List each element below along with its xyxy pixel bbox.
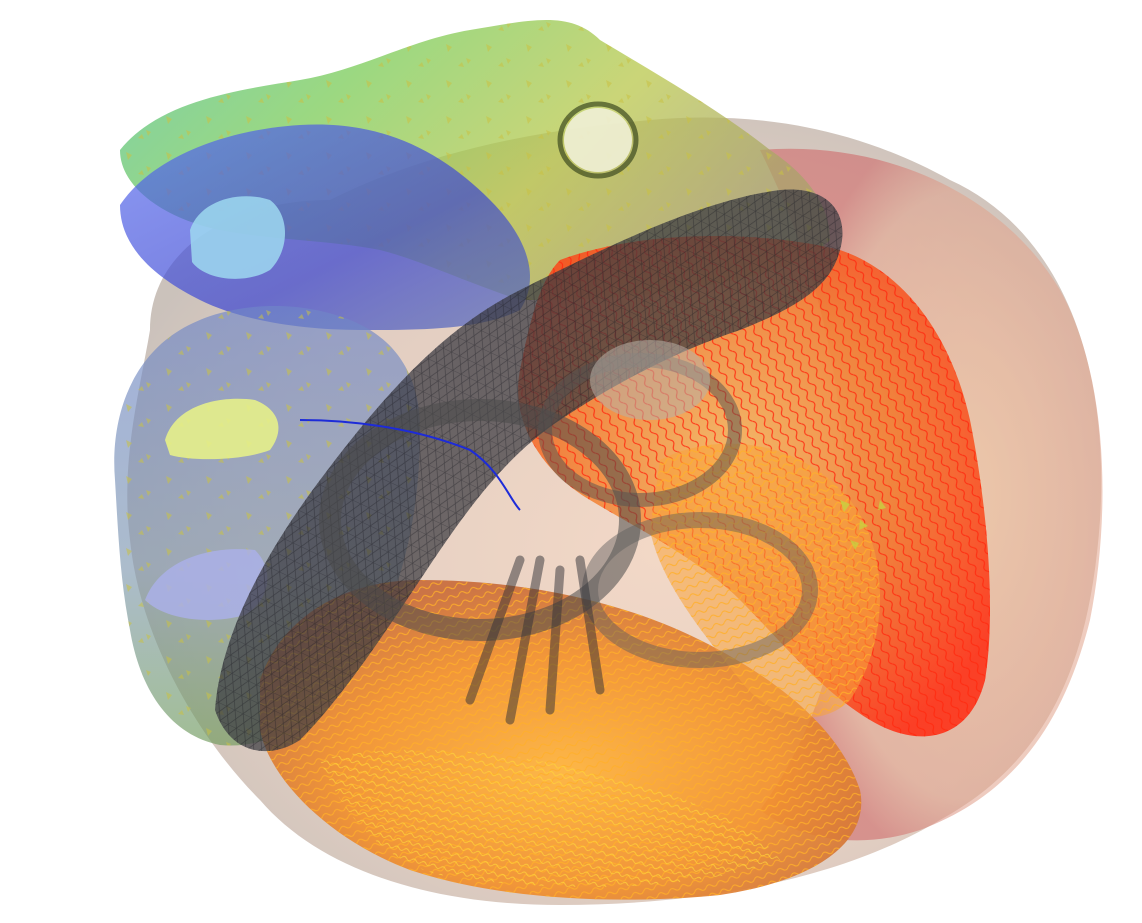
inner-valve-ring-3: [582, 512, 818, 668]
upper-valve-opening: [564, 108, 632, 172]
blue-fiber-line: [299, 419, 521, 511]
apex-fiber-highlights: [320, 749, 780, 887]
blue-atrium: [120, 124, 530, 331]
inner-valve-ring-1: [319, 399, 641, 641]
septal-yellow-flecks: [840, 500, 886, 550]
upper-left-opening: [190, 196, 285, 279]
grey-opening: [590, 340, 710, 420]
upper-valve-rim: [557, 101, 639, 179]
septal-fibers: [650, 443, 880, 718]
valve-ring-mesh: [215, 189, 843, 752]
lower-left-opening: [145, 549, 268, 620]
chordae-strands: [465, 555, 605, 725]
left-valve-opening: [165, 398, 279, 460]
